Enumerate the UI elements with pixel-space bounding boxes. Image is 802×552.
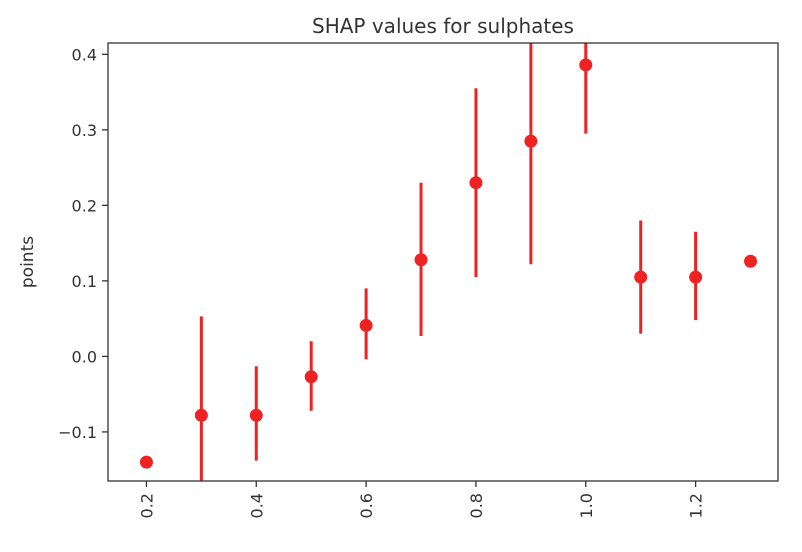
y-tick-label: 0.1 bbox=[72, 272, 97, 291]
y-tick-label: 0.4 bbox=[72, 45, 97, 64]
data-point bbox=[359, 318, 373, 332]
data-point bbox=[414, 253, 428, 267]
y-tick-label: 0.0 bbox=[72, 347, 97, 366]
y-tick-label: 0.2 bbox=[72, 196, 97, 215]
y-tick-label: 0.3 bbox=[72, 121, 97, 140]
data-point bbox=[139, 455, 153, 469]
chart-title: SHAP values for sulphates bbox=[312, 14, 574, 38]
data-point bbox=[304, 370, 318, 384]
data-point bbox=[579, 58, 593, 72]
data-point bbox=[194, 408, 208, 422]
plot-area: −0.1 0.0 0.1 0.2 0.3 0.4 0.2 0.4 0.6 0.8 1.0 1.2 bbox=[58, 42, 779, 518]
x-tick-label: 0.8 bbox=[467, 493, 486, 518]
plot-frame bbox=[107, 42, 779, 482]
data-series bbox=[139, 43, 758, 481]
data-point bbox=[634, 270, 648, 284]
data-point bbox=[469, 176, 483, 190]
data-point bbox=[524, 134, 538, 148]
x-tick-label: 0.2 bbox=[137, 493, 156, 518]
y-axis-label: points bbox=[18, 236, 38, 288]
data-point bbox=[249, 408, 263, 422]
x-tick-label: 1.0 bbox=[577, 493, 596, 518]
data-point bbox=[744, 254, 758, 268]
y-tick-label: −0.1 bbox=[58, 423, 97, 442]
x-tick-label: 1.2 bbox=[687, 493, 706, 518]
data-point bbox=[689, 270, 703, 284]
x-tick-label: 0.6 bbox=[357, 493, 376, 518]
x-tick-label: 0.4 bbox=[247, 493, 266, 518]
